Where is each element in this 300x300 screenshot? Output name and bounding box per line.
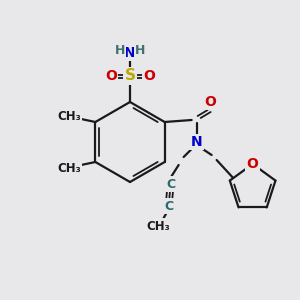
Text: O: O [105, 69, 117, 83]
Text: C: C [164, 200, 173, 212]
Text: O: O [205, 95, 217, 109]
Text: O: O [247, 157, 259, 171]
Text: CH₃: CH₃ [58, 110, 81, 122]
Text: N: N [191, 135, 203, 149]
Text: H: H [135, 44, 145, 58]
Text: O: O [143, 69, 155, 83]
Text: H: H [115, 44, 125, 58]
Text: S: S [124, 68, 136, 83]
Text: CH₃: CH₃ [58, 161, 81, 175]
Text: C: C [166, 178, 175, 190]
Text: N: N [124, 46, 136, 60]
Text: CH₃: CH₃ [147, 220, 170, 232]
